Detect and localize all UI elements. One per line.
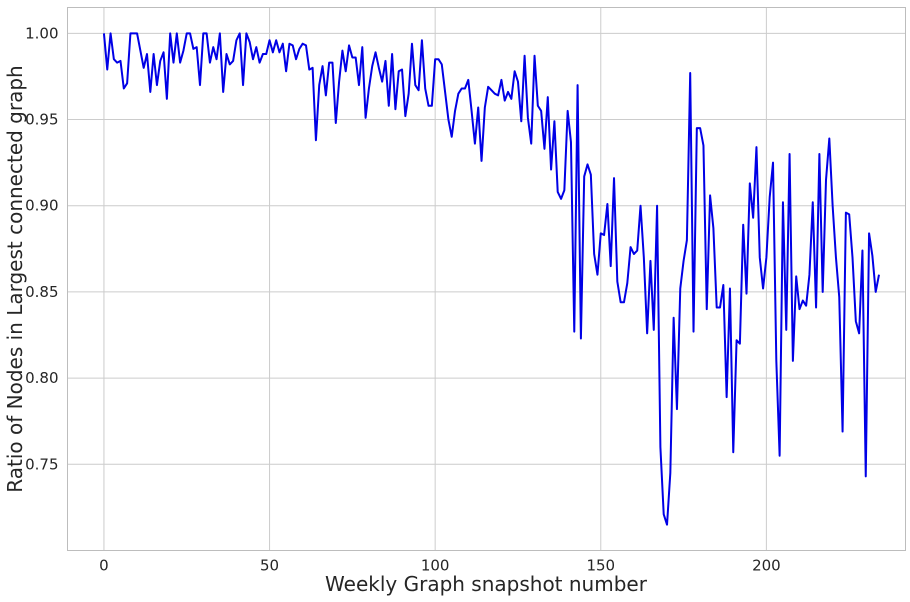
y-tick-label: 1.00 bbox=[25, 24, 58, 42]
y-tick-label: 0.80 bbox=[25, 369, 58, 387]
y-axis-label: Ratio of Nodes in Largest connected grap… bbox=[3, 65, 27, 492]
x-tick-label: 100 bbox=[421, 557, 450, 575]
y-tick-label: 0.85 bbox=[25, 283, 58, 301]
x-tick-label: 0 bbox=[99, 557, 109, 575]
y-tick-label: 0.75 bbox=[25, 455, 58, 473]
x-tick-label: 150 bbox=[586, 557, 615, 575]
x-tick-label: 200 bbox=[752, 557, 781, 575]
x-tick-labels: 0 50 100 150 200 bbox=[99, 557, 781, 575]
y-tick-label: 0.90 bbox=[25, 197, 58, 215]
x-tick-label: 50 bbox=[260, 557, 279, 575]
x-gridlines bbox=[103, 7, 767, 551]
y-tick-label: 0.95 bbox=[25, 111, 58, 129]
y-tick-labels: 0.75 0.80 0.85 0.90 0.95 1.00 bbox=[25, 24, 58, 473]
plot-frame bbox=[67, 7, 906, 551]
x-axis-label: Weekly Graph snapshot number bbox=[325, 572, 648, 596]
series-line bbox=[102, 32, 880, 526]
